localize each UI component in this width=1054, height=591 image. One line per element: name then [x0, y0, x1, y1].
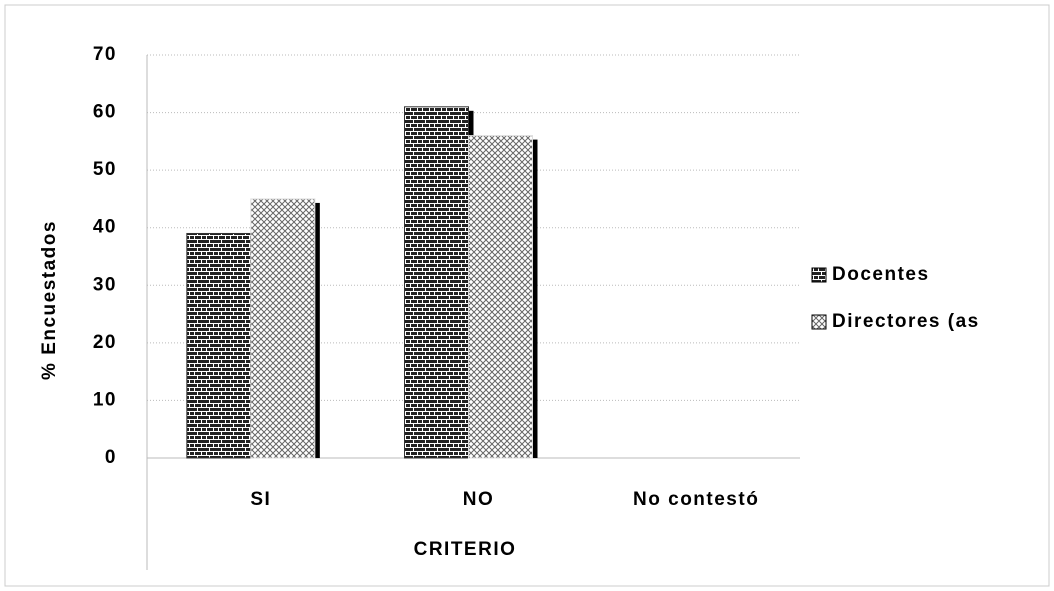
- x-tick-label: No contestó: [633, 489, 759, 510]
- y-tick-label: 20: [93, 332, 117, 353]
- frame: [4, 4, 1050, 587]
- y-tick-label: 0: [105, 447, 117, 468]
- x-tick-label: SI: [250, 489, 271, 510]
- x-tick-label: NO: [463, 489, 495, 510]
- legend-label: Docentes: [832, 264, 930, 285]
- y-tick-label: 40: [93, 217, 117, 238]
- bar: [186, 232, 252, 459]
- legend-swatch: [811, 314, 827, 330]
- x-axis-label: CRITERIO: [414, 539, 517, 560]
- bar: [404, 106, 469, 459]
- legend-swatch: [811, 267, 827, 283]
- legend-label: Directores (as: [832, 311, 980, 332]
- bar: [250, 198, 316, 459]
- y-axis-label: % Encuestados: [39, 220, 60, 380]
- y-tick-label: 10: [93, 389, 117, 410]
- y-tick-label: 30: [93, 274, 117, 295]
- bar: [468, 135, 533, 459]
- y-tick-label: 70: [93, 44, 117, 65]
- y-tick-label: 50: [93, 159, 117, 180]
- y-tick-label: 60: [93, 102, 117, 123]
